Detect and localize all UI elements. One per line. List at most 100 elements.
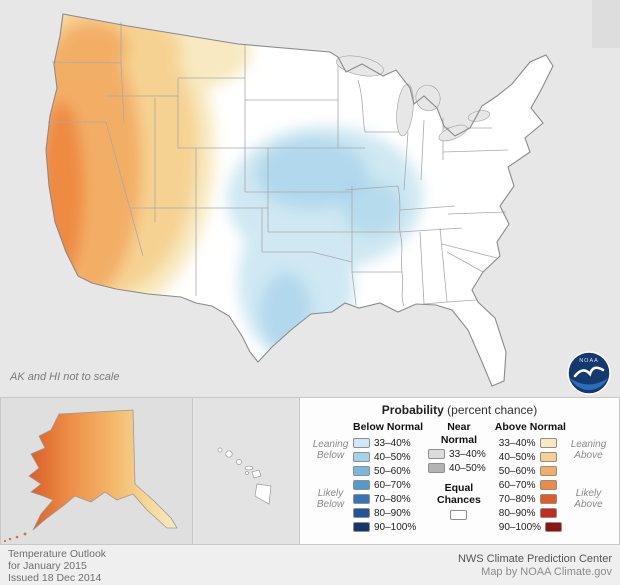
- legend-swatch: [539, 438, 557, 448]
- legend-swatch: [353, 508, 370, 518]
- below-normal-header: Below Normal: [353, 421, 424, 433]
- hawaii-inset: [193, 397, 300, 545]
- legend-swatch: [539, 494, 557, 504]
- footer: Temperature Outlook for January 2015 Iss…: [0, 545, 620, 585]
- legend-row-label: 60–70%: [498, 479, 536, 491]
- legend-row-label: 70–80%: [498, 493, 536, 505]
- legend-row-label: 40–50%: [498, 451, 536, 463]
- legend-swatch: [539, 480, 557, 490]
- legend-row: 70–80%: [495, 492, 566, 506]
- legend-swatch: [539, 466, 557, 476]
- alaska-shape: [28, 409, 178, 531]
- lake-erie: [438, 124, 468, 142]
- footer-credit-block: NWS Climate Prediction Center Map by NOA…: [458, 553, 612, 579]
- below-swatch-column: Below Normal 33–40% 40–50% 50–60%: [353, 421, 423, 534]
- above-swatch-column: Above Normal 33–40% 40–50% 50–60%: [495, 421, 566, 534]
- legend-row: 80–90%: [495, 506, 566, 520]
- above-normal-header: Above Normal: [494, 421, 566, 433]
- equal-chances-label: Equal Chances: [437, 482, 481, 506]
- legend-swatch: [545, 522, 563, 532]
- legend-row-label: 40–50%: [374, 451, 411, 463]
- legend-panel: Probability (percent chance) Leaning Bel…: [300, 397, 620, 545]
- legend-row: 80–90%: [353, 506, 423, 520]
- legend-row: 33–40%: [428, 447, 490, 461]
- footer-credit-line2: Map by NOAA Climate.gov: [481, 566, 612, 578]
- insets-row: Probability (percent chance) Leaning Bel…: [0, 397, 620, 545]
- legend-row: 40–50%: [353, 450, 423, 464]
- legend-group-below: Leaning Below Likely Below Below Normal …: [308, 421, 423, 534]
- legend-title-main: Probability: [381, 403, 444, 417]
- leaning-above-label: Leaning Above: [570, 439, 607, 461]
- legend-row: 70–80%: [353, 492, 423, 506]
- legend-row: 33–40%: [495, 436, 566, 450]
- hawaii-islands: [217, 447, 272, 505]
- legend-row-label: 80–90%: [498, 507, 536, 519]
- legend-swatch: [353, 438, 370, 448]
- legend-row-label: 33–40%: [498, 437, 536, 449]
- legend-row: 50–60%: [495, 464, 566, 478]
- below-side-labels: Leaning Below Likely Below: [308, 421, 353, 534]
- above-normal-blob: [56, 22, 128, 74]
- lake-michigan: [396, 83, 414, 137]
- legend-swatch: [353, 480, 370, 490]
- equal-chances-swatch: [450, 510, 468, 520]
- legend-row-label: 33–40%: [449, 448, 486, 460]
- legend-title: Probability (percent chance): [308, 403, 611, 417]
- legend-row: 40–50%: [428, 461, 490, 475]
- legend-swatch: [353, 522, 370, 532]
- alaska-map: [3, 409, 178, 543]
- conus-map: [45, 13, 554, 387]
- legend-row: 60–70%: [495, 478, 566, 492]
- footer-issued: Issued 18 Dec 2014: [8, 572, 102, 584]
- legend-row: 90–100%: [495, 520, 566, 534]
- noaa-logo-text: NOAA: [579, 358, 599, 364]
- legend-row: 60–70%: [353, 478, 423, 492]
- above-side-labels: Leaning Above Likely Above: [566, 421, 611, 534]
- legend-group-near: Near Normal 33–40% 40–50% Equal Chances: [427, 421, 491, 534]
- noaa-logo-sea: [570, 378, 608, 391]
- hawaii-map: [217, 447, 272, 505]
- legend-row-label: 80–90%: [374, 507, 411, 519]
- legend-row-label: 50–60%: [498, 465, 536, 477]
- aleutian-islands: [3, 532, 27, 543]
- legend-swatch: [539, 508, 557, 518]
- legend-row: 40–50%: [495, 450, 566, 464]
- legend-columns: Leaning Below Likely Below Below Normal …: [308, 421, 611, 534]
- legend-swatch: [428, 463, 446, 473]
- us-outline: [45, 13, 554, 387]
- footer-title-line2: for January 2015: [8, 560, 87, 572]
- lake-ontario: [467, 110, 491, 122]
- legend-row-label: 60–70%: [374, 479, 411, 491]
- noaa-logo: NOAA: [567, 351, 611, 395]
- below-normal-blob: [342, 180, 402, 236]
- leaning-below-label: Leaning Below: [312, 439, 349, 461]
- legend-row-label: 70–80%: [374, 493, 411, 505]
- legend-swatch: [428, 449, 446, 459]
- likely-below-label: Likely Below: [316, 488, 345, 510]
- legend-group-above: Above Normal 33–40% 40–50% 50–60%: [495, 421, 611, 534]
- near-normal-header: Near Normal: [440, 421, 477, 446]
- legend-row: 90–100%: [353, 520, 423, 534]
- legend-row-label: 33–40%: [374, 437, 411, 449]
- footer-title-line1: Temperature Outlook: [8, 548, 107, 560]
- legend-title-note: (percent chance): [447, 403, 538, 417]
- noaa-seagull-icon: [573, 366, 605, 378]
- legend-row: 50–60%: [353, 464, 423, 478]
- legend-row-label: 40–50%: [449, 462, 486, 474]
- state-borders: [48, 22, 509, 307]
- legend-row-label: 50–60%: [374, 465, 411, 477]
- legend-row-label: 90–100%: [374, 521, 417, 533]
- legend-row: 33–40%: [353, 436, 423, 450]
- lake-huron: [415, 84, 441, 112]
- footer-title-block: Temperature Outlook for January 2015 Iss…: [8, 548, 106, 584]
- legend-swatch: [353, 494, 370, 504]
- legend-swatch: [353, 466, 370, 476]
- legend-row-label: 90–100%: [498, 521, 542, 533]
- legend-swatch: [539, 452, 557, 462]
- likely-above-label: Likely Above: [574, 488, 603, 510]
- alaska-inset: [0, 397, 193, 545]
- footer-credit-line1: NWS Climate Prediction Center: [457, 553, 612, 565]
- map-note: AK and HI not to scale: [10, 371, 120, 383]
- legend-swatch: [353, 452, 370, 462]
